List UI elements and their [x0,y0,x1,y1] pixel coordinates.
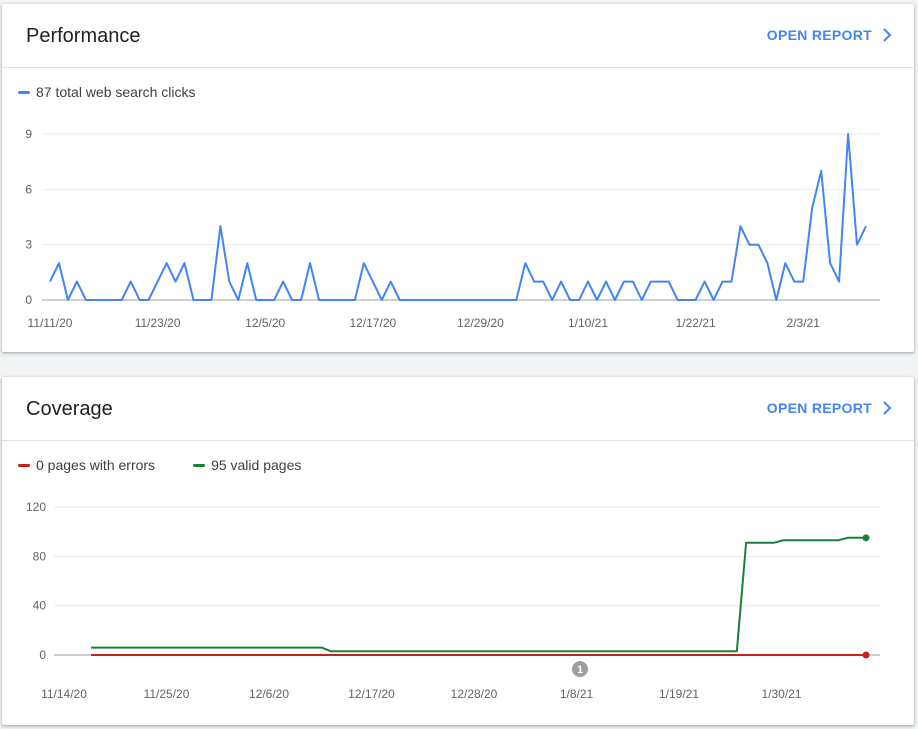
x-tick-label: 11/14/20 [41,687,87,701]
x-tick-label: 11/25/20 [144,687,190,701]
y-tick-label: 0 [25,293,32,307]
y-tick-label: 80 [33,549,47,563]
coverage-title: Coverage [26,398,113,420]
x-tick-label: 12/17/20 [348,687,395,701]
x-tick-label: 1/30/21 [761,687,801,701]
y-tick-label: 6 [25,182,32,196]
chevron-right-icon [883,28,892,42]
legend-swatch [193,463,206,467]
series-line-valid [91,536,866,653]
series-end-point [862,651,870,659]
y-tick-label: 3 [25,238,32,252]
performance-card: Performance OPEN REPORT 87 total web sea… [2,4,914,352]
x-tick-label: 1/19/21 [659,687,699,701]
coverage-open-report-button[interactable]: OPEN REPORT [767,400,892,416]
annotation-label: 1 [577,664,583,676]
legend-item-clicks[interactable]: 87 total web search clicks [18,84,196,100]
open-report-label: OPEN REPORT [766,400,872,416]
x-tick-label: 12/29/20 [457,316,504,330]
x-tick-label: 11/11/20 [28,316,73,330]
x-tick-label: 1/8/21 [560,687,594,701]
performance-open-report-button[interactable]: OPEN REPORT [767,27,892,43]
x-tick-label: 1/10/21 [568,316,608,330]
y-tick-label: 40 [33,599,47,613]
x-tick-label: 2/3/21 [787,316,821,330]
y-tick-label: 9 [25,127,32,141]
legend-label: 87 total web search clicks [36,84,196,100]
x-tick-label: 12/6/20 [249,687,289,701]
performance-legend: 87 total web search clicks [18,84,234,100]
chevron-right-icon [883,401,892,415]
legend-label: 0 pages with errors [36,457,156,473]
performance-header: Performance OPEN REPORT [2,4,914,68]
x-tick-label: 1/22/21 [676,316,716,330]
legend-swatch [18,90,30,94]
series-line-clicks [49,133,867,301]
coverage-legend: 0 pages with errors 95 valid pages [18,457,339,473]
x-tick-label: 11/23/20 [135,316,181,330]
open-report-label: OPEN REPORT [766,27,872,43]
y-tick-label: 0 [39,648,46,662]
x-tick-label: 12/17/20 [349,316,396,330]
performance-title: Performance [26,25,141,47]
coverage-card: Coverage OPEN REPORT 0 pages with errors… [2,377,914,725]
y-tick-label: 120 [26,500,46,514]
coverage-chart[interactable]: 0 40 80 120 11/14/20 11/25/20 12/6/20 12/17/20 1… [2,377,914,725]
annotation-marker [572,661,588,677]
legend-swatch [18,463,30,467]
legend-item-valid[interactable]: 95 valid pages [193,457,301,473]
x-tick-label: 12/28/20 [451,687,498,701]
series-end-point [862,534,870,542]
coverage-header: Coverage OPEN REPORT [2,377,914,441]
legend-label: 95 valid pages [211,457,302,473]
performance-chart[interactable]: 0 3 6 9 11/11/20 11/23/20 12/5/20 12/17/20 12/29… [2,4,914,352]
legend-item-errors[interactable]: 0 pages with errors [18,457,155,473]
x-tick-label: 12/5/20 [245,316,285,330]
